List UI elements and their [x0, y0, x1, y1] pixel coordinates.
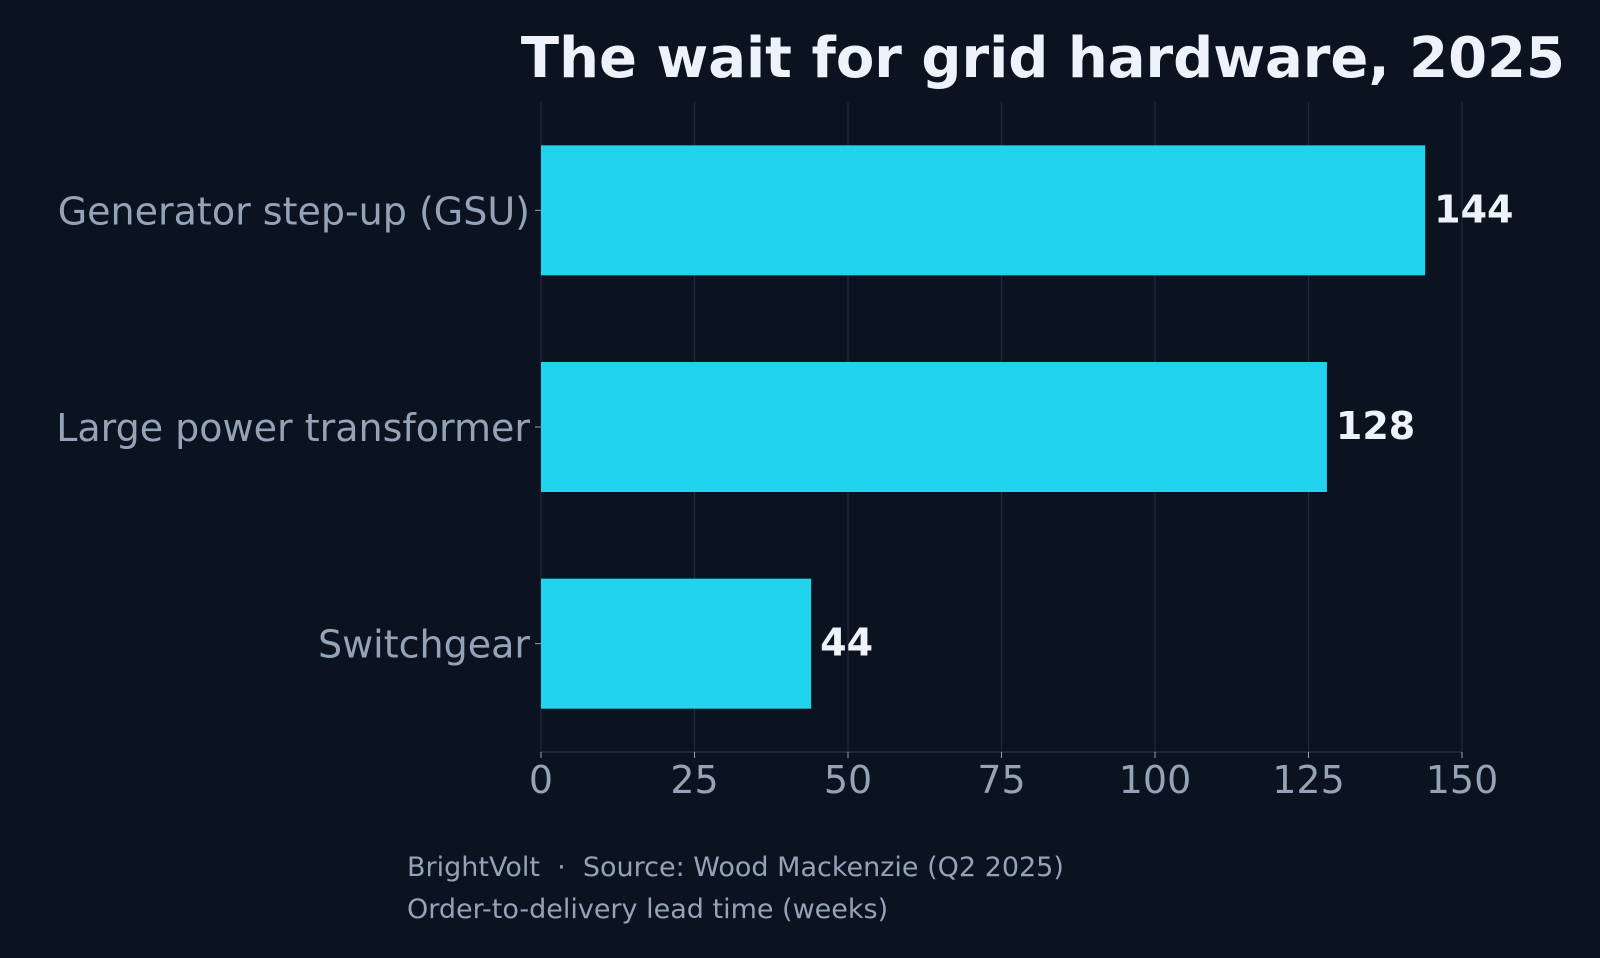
- x-tick-label-75: 75: [977, 758, 1025, 802]
- source-credit: BrightVolt · Source: Wood Mackenzie (Q2 …: [407, 852, 1064, 883]
- category-label-1: Large power transformer: [56, 406, 530, 450]
- x-tick-label-125: 125: [1272, 758, 1345, 802]
- x-tick-label-25: 25: [670, 758, 718, 802]
- value-label-2: 44: [820, 621, 873, 665]
- bar-0: [541, 145, 1426, 276]
- x-tick-label-150: 150: [1426, 758, 1499, 802]
- category-label-2: Switchgear: [318, 623, 530, 667]
- x-tick-label-0: 0: [529, 758, 553, 802]
- value-label-0: 144: [1434, 187, 1513, 231]
- x-tick-label-50: 50: [824, 758, 872, 802]
- category-label-0: Generator step-up (GSU): [58, 189, 530, 233]
- chart-title: The wait for grid hardware, 2025: [521, 26, 1565, 91]
- bar-1: [541, 362, 1327, 492]
- value-label-1: 128: [1336, 404, 1415, 448]
- chart-note: Order-to-delivery lead time (weeks): [407, 894, 888, 925]
- bar-2: [541, 578, 812, 709]
- x-tick-label-100: 100: [1119, 758, 1192, 802]
